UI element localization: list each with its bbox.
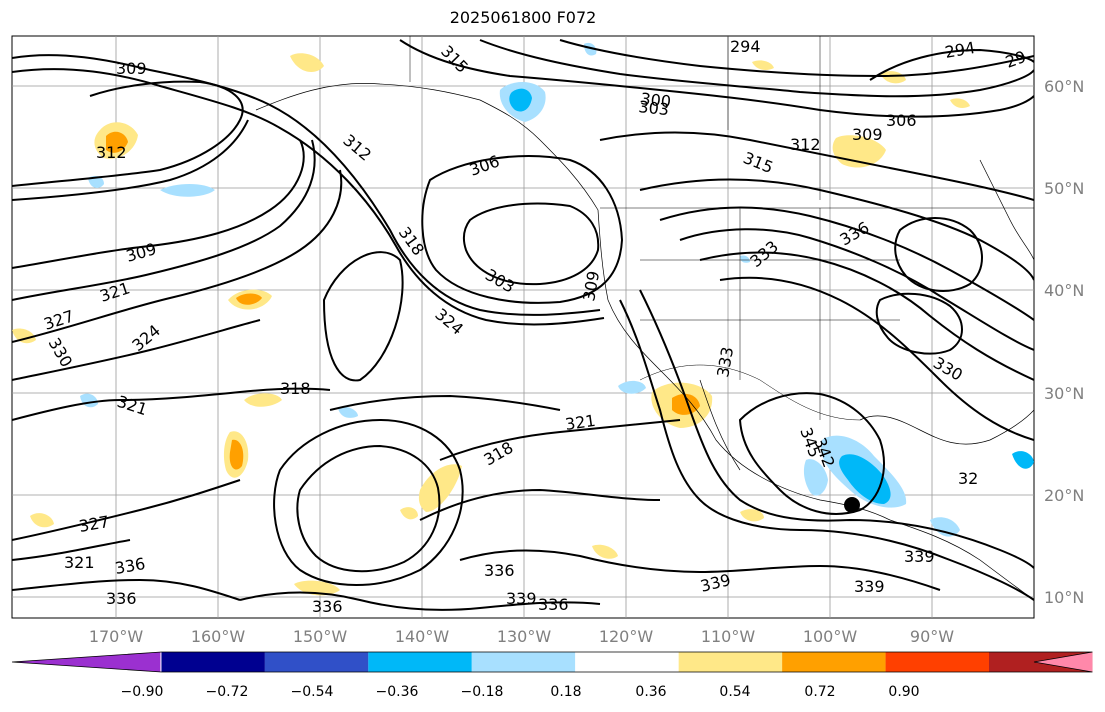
colorbar-tick: 0.36 [635,684,666,700]
contour-label: 321 [564,411,597,434]
lat-label: 50°N [1044,179,1084,198]
lat-label: 40°N [1044,281,1084,300]
colorbar-segment [575,652,679,672]
contour-label: 309 [116,59,147,78]
contour-label: 318 [280,379,311,398]
lat-label: 60°N [1044,77,1084,96]
colorbar-tick: 0.54 [719,684,750,700]
colorbar-tick: 0.72 [804,684,835,700]
colorbar-segment [678,652,783,672]
contour-label: 336 [312,597,343,616]
contour-label: 306 [886,111,917,130]
colorbar-segment [264,652,369,672]
contour-label: 309 [852,125,883,144]
contour-label: 339 [904,547,935,566]
lat-label: 10°N [1044,588,1084,607]
political-borders [409,36,1034,421]
marker-dot [844,497,860,513]
lon-label: 140°W [395,627,450,646]
contour-label: 339 [854,577,885,596]
lon-label: 110°W [701,627,756,646]
contour-label: 336 [484,561,515,580]
colorbar-labels: −0.90 −0.72 −0.54 −0.36 −0.18 0.18 0.36 … [121,684,920,700]
colorbar-segment [782,652,886,672]
contour-label: 312 [96,143,127,162]
colorbar-tick: −0.54 [291,684,334,700]
colorbar-tick: −0.18 [461,684,504,700]
colorbar-segment [885,652,989,672]
colorbar-segment [471,652,576,672]
colorbar-extend-high [1034,652,1093,672]
contour-label: 321 [64,553,95,572]
lon-label: 130°W [497,627,552,646]
contour-label: 336 [106,589,137,608]
colorbar-tick: 0.18 [550,684,581,700]
colorbar-segment [368,652,472,672]
contour-label: 312 [790,135,821,154]
colorbar-tick: −0.72 [206,684,249,700]
contour-label: 336 [538,595,569,614]
contour-label: 339 [506,589,537,608]
colorbar-segment [161,652,265,672]
colorbar [11,651,1093,673]
longitude-labels: 170°W 160°W 150°W 140°W 130°W 120°W 110°… [89,627,954,646]
colorbar-tick: −0.36 [376,684,419,700]
colorbar-tick: 0.90 [888,684,919,700]
lat-label: 30°N [1044,384,1084,403]
lon-label: 90°W [910,627,954,646]
contour-label: 303 [638,97,670,119]
lat-label: 20°N [1044,486,1084,505]
height-contours [12,39,1034,611]
lon-label: 120°W [599,627,654,646]
colorbar-extend-low [12,652,161,672]
contour-label: 32 [958,469,978,488]
contour-label: 300 [640,89,672,111]
map-title: 2025061800 F072 [449,8,597,27]
lon-label: 100°W [803,627,858,646]
latitude-labels: 60°N 50°N 40°N 30°N 20°N 10°N [1044,77,1084,607]
lon-label: 160°W [191,627,246,646]
coastlines [255,83,1034,601]
colorbar-outline [11,651,1093,673]
colorbar-tick: −0.90 [121,684,164,700]
contour-label: 294 [730,37,761,56]
lon-label: 150°W [293,627,348,646]
lon-label: 170°W [89,627,144,646]
